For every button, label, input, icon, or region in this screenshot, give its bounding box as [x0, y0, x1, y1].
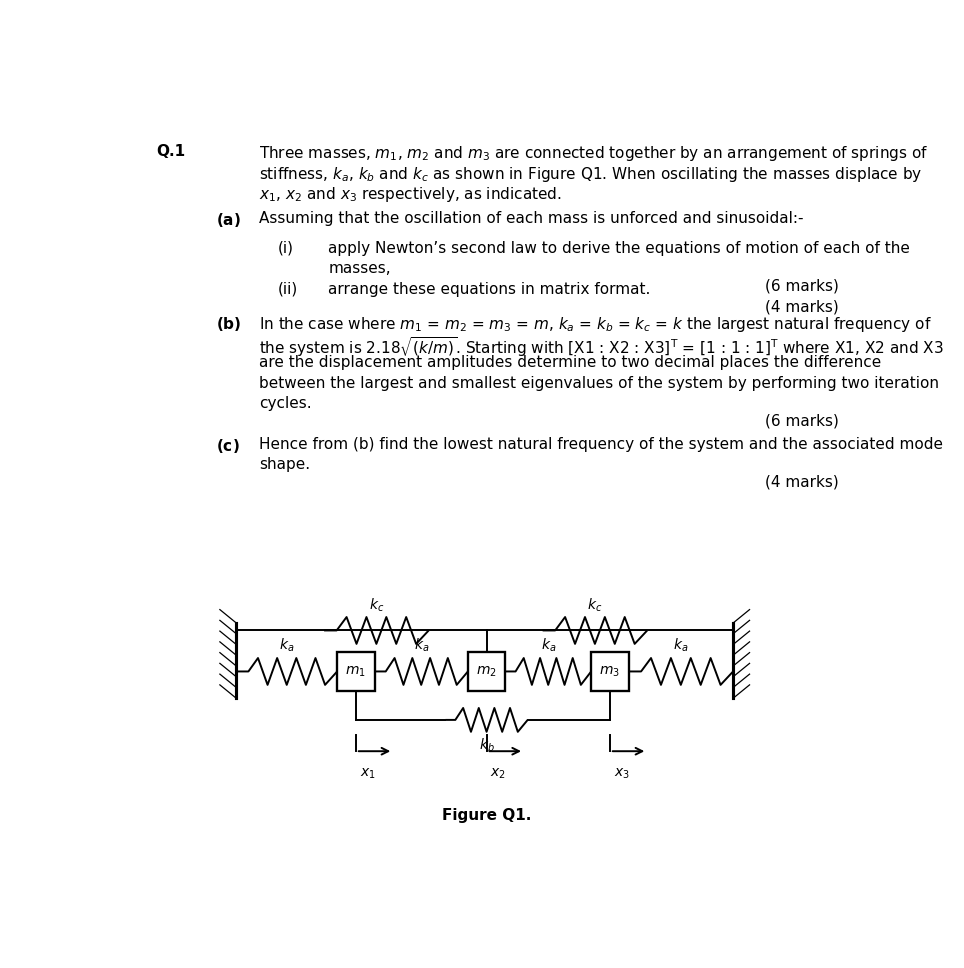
Text: $k_a$: $k_a$ — [414, 636, 429, 653]
Text: $x_2$: $x_2$ — [491, 766, 506, 780]
Text: cycles.: cycles. — [258, 396, 311, 410]
Text: Three masses, $m_1$, $m_2$ and $m_3$ are connected together by an arrangement of: Three masses, $m_1$, $m_2$ and $m_3$ are… — [258, 144, 928, 164]
Text: $\mathbf{(c)}$: $\mathbf{(c)}$ — [216, 437, 240, 455]
Text: $k_c$: $k_c$ — [587, 596, 602, 614]
Text: arrange these equations in matrix format.: arrange these equations in matrix format… — [328, 282, 651, 296]
Text: Hence from (b) find the lowest natural frequency of the system and the associate: Hence from (b) find the lowest natural f… — [258, 437, 943, 452]
Text: (6 marks): (6 marks) — [765, 413, 840, 429]
Text: $x_1$, $x_2$ and $x_3$ respectively, as indicated.: $x_1$, $x_2$ and $x_3$ respectively, as … — [258, 185, 561, 203]
Bar — [337, 652, 374, 691]
Text: (i): (i) — [278, 241, 293, 256]
Text: $\mathbf{(a)}$: $\mathbf{(a)}$ — [216, 211, 241, 228]
Text: $m_1$: $m_1$ — [345, 664, 366, 679]
Bar — [591, 652, 629, 691]
Text: $k_c$: $k_c$ — [369, 596, 384, 614]
Text: between the largest and smallest eigenvalues of the system by performing two ite: between the largest and smallest eigenva… — [258, 376, 939, 390]
Bar — [468, 652, 505, 691]
Text: $x_1$: $x_1$ — [360, 766, 375, 780]
Text: (ii): (ii) — [278, 282, 298, 296]
Text: Assuming that the oscillation of each mass is unforced and sinusoidal:-: Assuming that the oscillation of each ma… — [258, 211, 803, 226]
Text: (4 marks): (4 marks) — [765, 299, 840, 315]
Text: $x_3$: $x_3$ — [614, 766, 629, 780]
Text: are the displacement amplitudes determine to two decimal places the difference: are the displacement amplitudes determin… — [258, 355, 881, 371]
Text: (6 marks): (6 marks) — [765, 279, 840, 293]
Text: $\mathbf{(b)}$: $\mathbf{(b)}$ — [216, 316, 242, 333]
Text: the system is 2.18$\sqrt{(k/m)}$. Starting with [X1 : X2 : X3]$^\mathsf{T}$ = [1: the system is 2.18$\sqrt{(k/m)}$. Starti… — [258, 335, 943, 359]
Text: (4 marks): (4 marks) — [765, 474, 840, 490]
Text: Figure Q1.: Figure Q1. — [442, 808, 531, 823]
Text: $k_a$: $k_a$ — [541, 636, 556, 653]
Text: $m_2$: $m_2$ — [476, 664, 497, 679]
Text: shape.: shape. — [258, 457, 309, 471]
Text: Q.1: Q.1 — [156, 144, 185, 160]
Text: apply Newton’s second law to derive the equations of motion of each of the: apply Newton’s second law to derive the … — [328, 241, 910, 256]
Text: stiffness, $k_a$, $k_b$ and $k_c$ as shown in Figure Q1. When oscillating the ma: stiffness, $k_a$, $k_b$ and $k_c$ as sho… — [258, 165, 923, 184]
Text: $k_a$: $k_a$ — [279, 636, 294, 653]
Text: $k_b$: $k_b$ — [479, 737, 495, 754]
Text: masses,: masses, — [328, 260, 390, 276]
Text: $k_a$: $k_a$ — [673, 636, 688, 653]
Text: $m_3$: $m_3$ — [600, 664, 620, 679]
Text: In the case where $m_1$ = $m_2$ = $m_3$ = $m$, $k_a$ = $k_b$ = $k_c$ = $k$ the l: In the case where $m_1$ = $m_2$ = $m_3$ … — [258, 316, 931, 334]
